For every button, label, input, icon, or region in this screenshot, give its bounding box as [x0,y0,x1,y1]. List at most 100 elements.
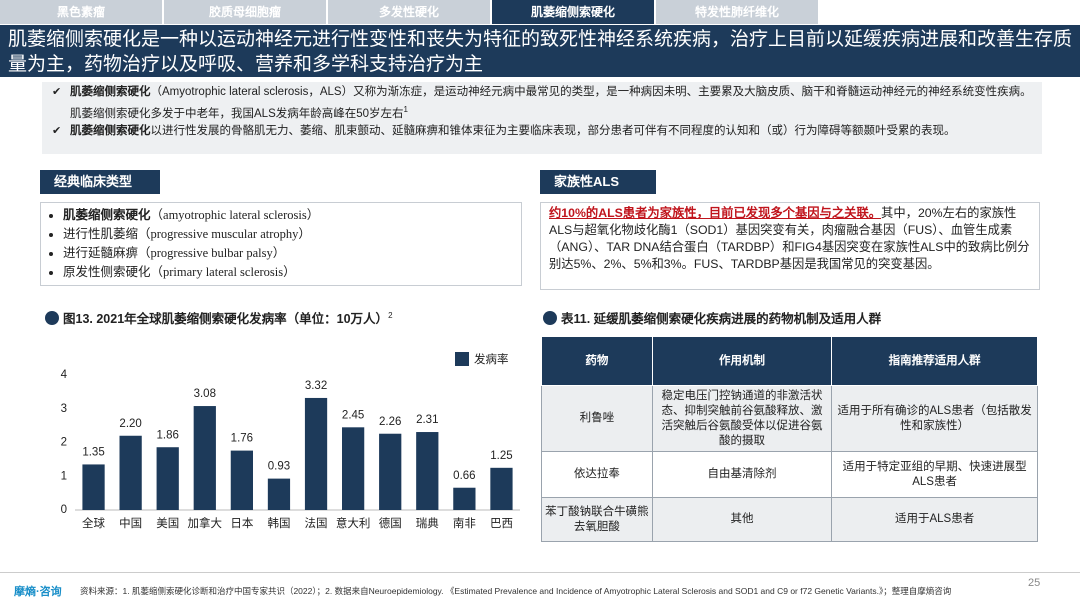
icon [45,311,59,325]
data-label: 2.20 [119,418,141,430]
list-item: 进行性肌萎缩（progressive muscular atrophy） [63,225,513,244]
icon [543,311,557,325]
list-item: 原发性侧索硬化（primary lateral sclerosis） [63,263,513,282]
table-row: 利鲁唑 稳定电压门控钠通道的非激活状态、抑制突触前谷氨酸释放、激活突触后谷氨酸受体… [541,385,1038,452]
data-label: 1.76 [231,433,253,445]
x-tick-label: 瑞典 [416,516,439,530]
bar [156,447,179,510]
table: 药物 作用机制 指南推荐适用人群 利鲁唑 稳定电压门控钠通道的非激活状态、抑制突触前谷氨… [541,336,1038,542]
list-item: 肌萎缩侧索硬化（amyotrophic lateral sclerosis） [63,206,513,225]
tab[interactable]: 特发性肺纤维化 [656,0,818,24]
x-tick-label: 中国 [119,517,142,530]
data-label: 1.35 [82,446,104,458]
table-cell: 适用于所有确诊的ALS患者（包括散发性和家族性） [831,385,1038,452]
section-title: 经典临床类型 [40,170,160,194]
table-row: 苯丁酸钠联合牛磺熊去氧胆酸 其他 适用于ALS患者 [541,497,1038,542]
type-name: 进行延髓麻痹 [63,246,139,260]
tab-bar: 黑色素瘤 胶质母细胞瘤 多发性硬化 肌萎缩侧索硬化 特发性肺纤维化 [0,0,820,24]
tab[interactable]: 肌萎缩侧索硬化 [492,0,654,24]
table-cell: 苯丁酸钠联合牛磺熊去氧胆酸 [541,497,653,542]
y-tick-label: 3 [61,403,67,415]
source: 资料来源：1. 肌萎缩侧索硬化诊断和治疗中国专家共识（2022）；2. 数据来自… [80,586,952,596]
chart: 0 1 2 3 4 1.35 2.20 1.86 3.08 1.76 0.93 3.32 2.45 2.2… [61,352,520,530]
data-label: 0.66 [453,470,475,482]
y-tick-label: 2 [61,437,67,449]
data-label: 2.45 [342,409,364,421]
bullet-bold: 肌萎缩侧索硬化 [70,124,151,137]
table-cell: 稳定电压门控钠通道的非激活状态、抑制突触前谷氨酸释放、激活突触后谷氨酸受体以促进… [651,385,833,452]
bullet-bold: 肌萎缩侧索硬化 [70,86,151,98]
x-tick-label: 日本 [230,516,253,530]
clinical-types-list: 肌萎缩侧索硬化（amyotrophic lateral sclerosis）进行… [49,206,513,282]
tab[interactable]: 胶质母细胞瘤 [164,0,326,24]
footnote-ref: 1 [403,105,408,114]
type-name: 原发性侧索硬化 [63,265,151,279]
bar [82,464,105,510]
bullet: 肌萎缩侧索硬化以进行性发展的骨骼肌无力、萎缩、肌束颤动、延髓麻痹和锥体束征为主要… [50,123,1034,140]
table-title: 表11. 延缓肌萎缩侧索硬化疾病进展的药物机制及适用人群 [543,308,881,327]
type-latin: （progressive muscular atrophy） [138,227,311,241]
bar [193,406,216,510]
body-text: 其中，20%左右的家族性ALS与超氧化物歧化酶1（SOD1）基因突变有关，肉瘤融… [549,206,1030,271]
data-label: 0.93 [268,461,290,473]
bar [304,397,328,510]
footnote-ref: 2 [388,310,393,320]
header-cell: 指南推荐适用人群 [831,336,1038,386]
footer: 摩熵·咨询 资料来源：1. 肌萎缩侧索硬化诊断和治疗中国专家共识（2022）；2… [0,572,1080,608]
data-label: 3.32 [305,380,327,392]
bar [416,432,439,510]
table-cell: 其他 [651,497,833,542]
table-cell: 利鲁唑 [541,385,653,452]
x-tick-label: 意大利 [336,516,371,530]
headline: 肌萎缩侧索硬化是一种以运动神经元进行性变性和丧失为特征的致死性神经系统疾病，治疗… [0,25,1080,77]
data-label: 1.86 [157,429,179,441]
list-item: 进行延髓麻痹（progressive bulbar palsy） [63,244,513,263]
figure-title: 图13. 2021年全球肌萎缩侧索硬化发病率（单位：10万人）2 [45,308,393,327]
header-cell: 药物 [541,336,653,386]
table-cell: 自由基清除剂 [651,451,833,498]
legend-swatch [455,352,469,366]
table-row: 依达拉奉 自由基清除剂 适用于特定亚组的早期、快速进展型ALS患者 [541,451,1038,498]
table-cell: 依达拉奉 [541,451,653,498]
bar [230,450,253,510]
bullet-text: （Amyotrophic lateral sclerosis，ALS）又称为渐冻… [70,86,1032,120]
bar [379,433,402,510]
x-tick-label: 美国 [156,516,179,530]
table-cell: 适用于特定亚组的早期、快速进展型ALS患者 [831,451,1038,498]
data-label: 1.25 [490,450,512,462]
data-label: 2.31 [416,414,438,426]
familial-box: 约10%的ALS患者为家族性，目前已发现多个基因与之关联。其中，20%左右的家族… [540,202,1040,290]
x-tick-label: 全球 [82,516,105,530]
x-tick-label: 南非 [453,516,476,530]
type-name: 进行性肌萎缩 [63,227,139,241]
x-tick-label: 巴西 [490,518,513,530]
y-tick-label: 4 [61,369,68,381]
bullet: 肌萎缩侧索硬化（Amyotrophic lateral sclerosis，AL… [50,84,1034,123]
highlight-text: 约10%的ALS患者为家族性，目前已发现多个基因与之关联。 [549,206,882,220]
x-tick-label: 韩国 [267,516,290,530]
table-body: 利鲁唑 稳定电压门控钠通道的非激活状态、抑制突触前谷氨酸释放、激活突触后谷氨酸受体… [541,385,1038,542]
bar [119,435,142,510]
y-tick-label: 1 [61,470,67,482]
bar [453,487,476,510]
brand: 摩熵·咨询 [14,586,62,598]
page-number: 25 [1028,577,1041,589]
x-tick-label: 德国 [379,516,402,530]
bar [342,427,365,510]
table-title-text: 表11. 延缓肌萎缩侧索硬化疾病进展的药物机制及适用人群 [561,312,882,326]
data-label: 2.26 [379,416,401,428]
bullet-text: 以进行性发展的骨骼肌无力、萎缩、肌束颤动、延髓麻痹和锥体束征为主要临床表现，部分… [150,124,956,137]
intro-bullets: 肌萎缩侧索硬化（Amyotrophic lateral sclerosis，AL… [42,82,1042,154]
bar [267,478,291,510]
table-cell: 适用于ALS患者 [831,497,1038,542]
legend-label: 发病率 [474,352,509,366]
figure-title-text: 图13. 2021年全球肌萎缩侧索硬化发病率（单位：10万人） [63,312,389,326]
table-header: 药物 作用机制 指南推荐适用人群 [541,336,1038,386]
type-latin: （progressive bulbar palsy） [138,246,286,260]
x-tick-label: 法国 [305,516,328,530]
tab[interactable]: 多发性硬化 [328,0,490,24]
bar [490,467,513,510]
tab[interactable]: 黑色素瘤 [0,0,162,24]
data-label: 3.08 [194,388,216,400]
header-cell: 作用机制 [651,336,833,386]
